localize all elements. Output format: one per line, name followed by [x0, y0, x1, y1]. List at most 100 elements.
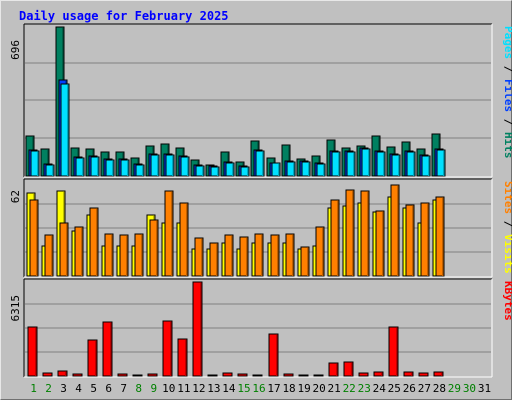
bar-pages-day-8 — [135, 164, 145, 177]
legend-part: Files — [502, 79, 512, 112]
bar-pages-day-23 — [361, 148, 371, 177]
bar-kbytes-day-13 — [207, 374, 218, 377]
x-tick-label-day-1: 1 — [30, 382, 37, 395]
bar-pages-day-13 — [210, 166, 220, 177]
bar-kbytes-day-20 — [313, 374, 324, 377]
x-tick-label-day-4: 4 — [75, 382, 82, 395]
bar-kbytes-day-3 — [57, 370, 68, 377]
legend-part: Pages — [502, 26, 512, 59]
bar-pages-day-25 — [391, 154, 401, 177]
series-sites — [29, 184, 445, 277]
x-tick-label-day-23: 23 — [358, 382, 371, 395]
bar-pages-day-7 — [120, 159, 130, 177]
x-tick-label-day-31: 31 — [478, 382, 491, 395]
bar-pages-day-24 — [376, 151, 386, 177]
panel-visits-sites: 62 Sites / Visits — [9, 178, 512, 278]
bar-shade — [216, 244, 218, 276]
bar-sites-day-16 — [254, 233, 264, 277]
x-tick-label-day-29: 29 — [448, 382, 461, 395]
bar-kbytes-day-16 — [252, 374, 263, 377]
bar-sites-day-10 — [164, 190, 174, 277]
bar-pages-day-17 — [271, 162, 281, 177]
bar-pages-day-26 — [406, 151, 416, 177]
bar-shade — [186, 204, 188, 276]
bar-shade — [277, 236, 279, 276]
bar-shade — [110, 323, 112, 376]
x-tick-label-day-27: 27 — [418, 382, 431, 395]
bar-kbytes-day-28 — [433, 371, 444, 377]
bar-shade — [336, 364, 338, 376]
bar-sites-day-2 — [44, 234, 54, 277]
bar-sites-day-14 — [224, 234, 234, 277]
bar-kbytes-day-23 — [358, 372, 369, 377]
bar-kbytes-day-15 — [237, 373, 248, 377]
x-tick-label-day-13: 13 — [207, 382, 220, 395]
bar-shade — [292, 235, 294, 276]
bar-shade — [171, 192, 173, 276]
bar-sites-day-18 — [285, 233, 295, 277]
bar-shade — [398, 156, 400, 176]
bar-shade — [201, 239, 203, 276]
bar-sites-day-11 — [179, 202, 189, 277]
bar-shade — [52, 166, 54, 176]
legend-part: Hits — [502, 132, 512, 159]
bar-pages-day-2 — [45, 164, 55, 177]
bar-shade — [382, 212, 384, 276]
bar-shade — [442, 198, 444, 276]
bar-shade — [185, 340, 187, 376]
bar-pages-day-5 — [90, 156, 100, 177]
bar-shade — [232, 164, 234, 176]
bar-shade — [170, 322, 172, 376]
bar-shade — [261, 235, 263, 276]
bar-shade — [65, 372, 67, 376]
bar-shade — [368, 150, 370, 176]
series-legend-label: Sites / Visits — [502, 181, 512, 274]
bar-shade — [96, 209, 98, 276]
bar-shade — [66, 224, 68, 276]
bar-kbytes-day-18 — [283, 373, 294, 377]
bar-kbytes-day-6 — [102, 321, 113, 377]
bar-sites-day-24 — [375, 210, 385, 277]
legend-part: / — [502, 112, 512, 132]
x-tick-label-day-12: 12 — [192, 382, 205, 395]
legend-part: Sites — [502, 181, 512, 214]
bar-shade — [172, 156, 174, 176]
bar-shade — [412, 206, 414, 276]
x-tick-label-day-28: 28 — [433, 382, 446, 395]
bar-shade — [262, 152, 264, 176]
bar-shade — [351, 363, 353, 376]
bar-shade — [367, 192, 369, 276]
bar-kbytes-day-14 — [222, 372, 233, 377]
panel-hits-files-pages: 696 Pages / Files / Hits — [9, 23, 512, 178]
y-max-label: 696 — [9, 40, 22, 60]
panel-kbytes: 6315 KBytes — [9, 278, 512, 378]
x-tick-label-day-6: 6 — [105, 382, 112, 395]
bar-kbytes-day-8 — [132, 374, 143, 377]
bar-sites-day-15 — [239, 236, 249, 277]
bar-pages-day-21 — [331, 151, 341, 177]
bar-pages-day-15 — [240, 166, 250, 177]
bar-shade — [200, 283, 202, 376]
bar-sites-day-9 — [149, 219, 159, 277]
legend-part: KBytes — [502, 281, 512, 321]
bar-pages-day-11 — [180, 156, 190, 177]
bar-pages-day-14 — [225, 162, 235, 177]
bar-pages-day-3 — [60, 83, 70, 177]
bar-sites-day-28 — [435, 196, 445, 277]
bar-shade — [141, 235, 143, 276]
chart-title: Daily usage for February 2025 — [19, 9, 229, 23]
bar-sites-day-21 — [330, 199, 340, 277]
bar-kbytes-day-12 — [192, 281, 203, 377]
x-tick-label-day-22: 22 — [343, 382, 356, 395]
bar-kbytes-day-2 — [42, 372, 53, 377]
bar-shade — [441, 373, 443, 376]
x-tick-label-day-24: 24 — [373, 382, 387, 395]
bar-pages-day-12 — [195, 165, 205, 177]
bar-sites-day-26 — [405, 204, 415, 277]
bar-sites-day-23 — [360, 190, 370, 277]
bar-shade — [396, 328, 398, 376]
bar-sites-day-6 — [104, 233, 114, 277]
x-tick-label-day-30: 30 — [463, 382, 476, 395]
bar-shade — [381, 373, 383, 376]
